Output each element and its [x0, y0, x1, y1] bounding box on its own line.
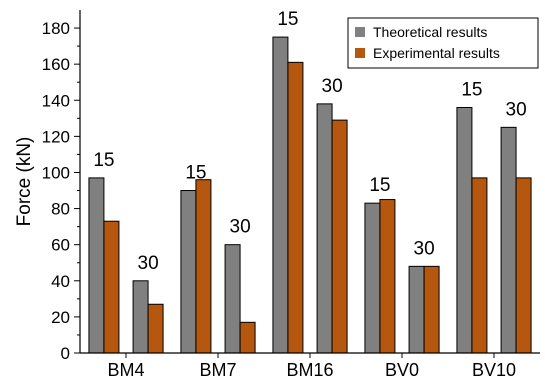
- bar-experimental: [287, 61, 304, 354]
- y-tick-label: 60: [51, 236, 70, 255]
- bar-experimental: [423, 265, 440, 354]
- x-ticks: BM4 BM7 BM16 BV0 BV10: [107, 353, 516, 380]
- bar-theoretical: [272, 36, 289, 354]
- bar-theoretical: [88, 177, 105, 354]
- legend-swatch-experimental: [355, 48, 365, 58]
- legend: Theoretical results Experimental results: [347, 17, 539, 69]
- x-tick-label: BV10: [472, 360, 516, 380]
- data-label: 30: [230, 217, 251, 238]
- bar-theoretical: [500, 126, 517, 354]
- legend-box: [347, 17, 539, 69]
- bar-experimental: [239, 321, 256, 354]
- data-label: 15: [369, 175, 390, 196]
- bars-layer: [88, 36, 532, 354]
- bar-theoretical: [408, 265, 425, 354]
- bar-theoretical: [316, 103, 333, 354]
- data-label: 15: [93, 150, 114, 171]
- data-label: 30: [322, 76, 343, 97]
- bar-experimental: [195, 179, 212, 354]
- data-label: 30: [138, 253, 159, 274]
- x-tick-label: BM4: [107, 360, 144, 380]
- bar-theoretical: [132, 280, 149, 354]
- bar-experimental: [103, 220, 120, 354]
- data-label: 15: [185, 163, 206, 184]
- bar-experimental: [515, 177, 532, 354]
- legend-label-experimental: Experimental results: [373, 45, 500, 61]
- y-tick-label: 20: [51, 308, 70, 327]
- y-tick-label: 40: [51, 272, 70, 291]
- y-tick-label: 180: [42, 19, 70, 38]
- bar-theoretical: [180, 190, 197, 354]
- y-tick-label: 140: [42, 91, 70, 110]
- x-tick-label: BM16: [286, 360, 333, 380]
- bar-experimental: [379, 199, 396, 354]
- y-axis-label: Force (kN): [14, 137, 35, 227]
- y-tick-label: 0: [61, 344, 70, 363]
- bar-theoretical: [224, 244, 241, 354]
- x-tick-label: BV0: [385, 360, 419, 380]
- data-label: 30: [414, 238, 435, 259]
- y-tick-label: 120: [42, 127, 70, 146]
- y-ticks: 0 20 40 60 80 100 120 140 160 180: [42, 19, 80, 363]
- bar-experimental: [147, 303, 164, 354]
- bar-experimental: [471, 177, 488, 354]
- data-label: 15: [461, 79, 482, 100]
- data-label: 30: [506, 99, 527, 120]
- bar-theoretical: [456, 106, 473, 354]
- y-tick-label: 80: [51, 200, 70, 219]
- bar-experimental: [331, 119, 348, 354]
- x-tick-label: BM7: [199, 360, 236, 380]
- bar-theoretical: [364, 202, 381, 354]
- legend-label-theoretical: Theoretical results: [373, 24, 487, 40]
- y-tick-label: 160: [42, 55, 70, 74]
- plot-area: 15 30 15 30 15 30 15 30 15 30 0 20 40 60 80 100 120 140 1…: [42, 9, 540, 380]
- legend-swatch-theoretical: [355, 27, 365, 37]
- y-tick-label: 100: [42, 163, 70, 182]
- data-label: 15: [277, 9, 298, 30]
- data-labels-layer: 15 30 15 30 15 30 15 30 15 30: [93, 9, 526, 274]
